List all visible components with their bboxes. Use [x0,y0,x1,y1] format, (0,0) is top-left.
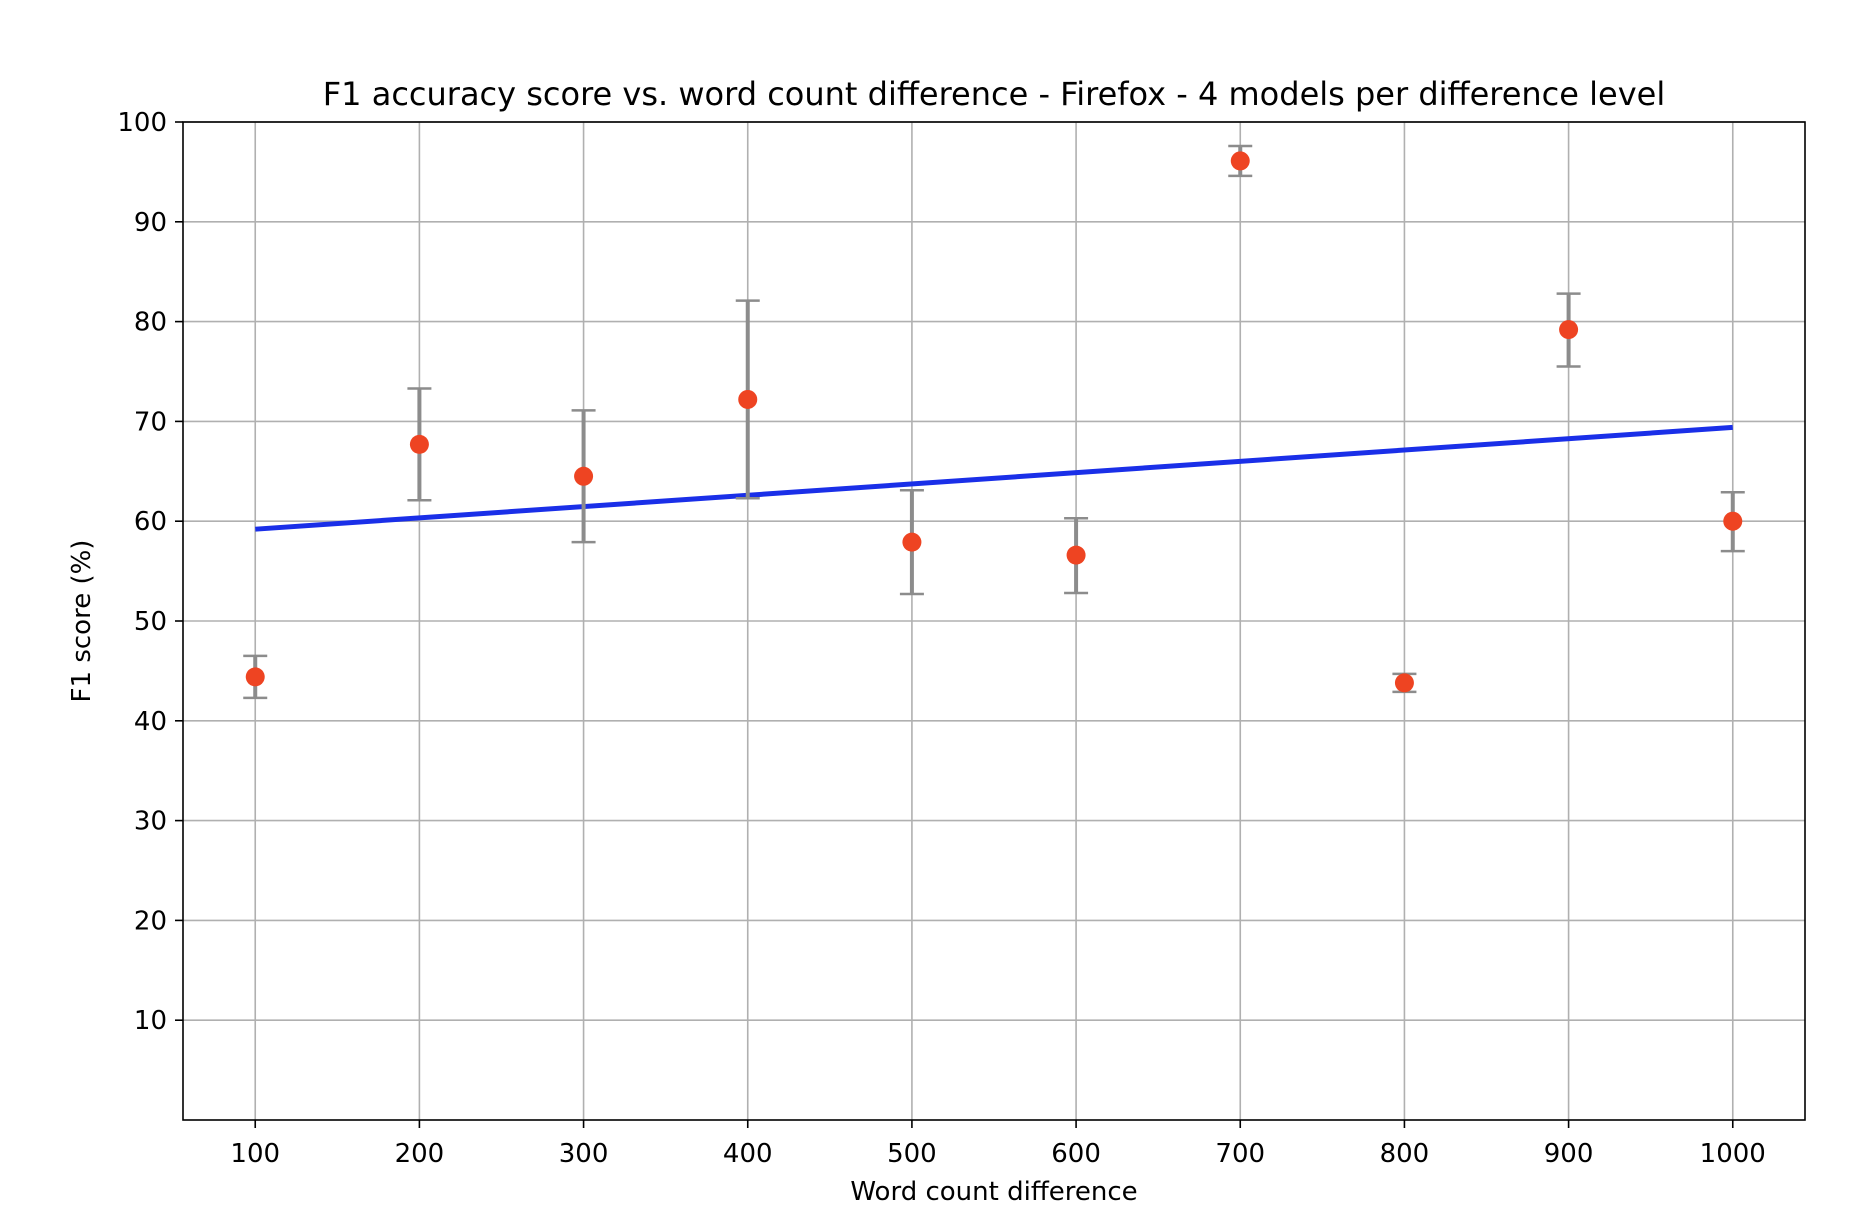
x-axis-label: Word count difference [850,1177,1137,1207]
data-point [738,389,758,409]
x-tick-label: 400 [723,1139,773,1169]
grid [183,121,1805,1120]
y-tick-label: 30 [134,807,167,837]
y-tick-label: 40 [134,707,167,737]
x-tick-label: 500 [887,1139,937,1169]
data-point [1559,320,1579,340]
y-tick-label: 70 [134,407,167,437]
y-tick-label: 50 [134,607,167,637]
x-tick-label: 100 [230,1139,280,1169]
x-tick-label: 200 [395,1139,445,1169]
data-point [409,434,429,454]
x-tick-label: 700 [1215,1139,1265,1169]
y-tick-label: 60 [134,507,167,537]
data-point [1394,673,1414,693]
data-points [245,151,1743,693]
trend-layer [255,424,1733,532]
y-tick-label: 80 [134,308,167,338]
y-axis-label: F1 score (%) [67,540,97,703]
x-tick-label: 900 [1544,1139,1594,1169]
data-point [574,466,594,486]
y-axis-ticks: 10 20 30 40 50 60 70 80 90 100 [117,108,183,1036]
y-tick-label: 20 [134,906,167,936]
y-tick-label: 100 [117,108,167,138]
chart-title: F1 accuracy score vs. word count differe… [323,75,1665,113]
data-point [902,532,922,552]
y-tick-label: 90 [134,208,167,238]
trend-line [255,424,1733,532]
y-tick-label: 10 [134,1006,167,1036]
data-point [245,667,265,687]
x-axis-ticks: 100 200 300 400 500 600 700 800 900 1000 [230,1120,1766,1169]
x-tick-label: 800 [1380,1139,1430,1169]
data-point [1066,545,1086,565]
x-tick-label: 1000 [1700,1139,1766,1169]
x-tick-label: 600 [1051,1139,1101,1169]
data-point [1230,151,1250,171]
plot-frame [182,121,1806,1121]
data-point [1723,511,1743,531]
x-tick-label: 300 [559,1139,609,1169]
